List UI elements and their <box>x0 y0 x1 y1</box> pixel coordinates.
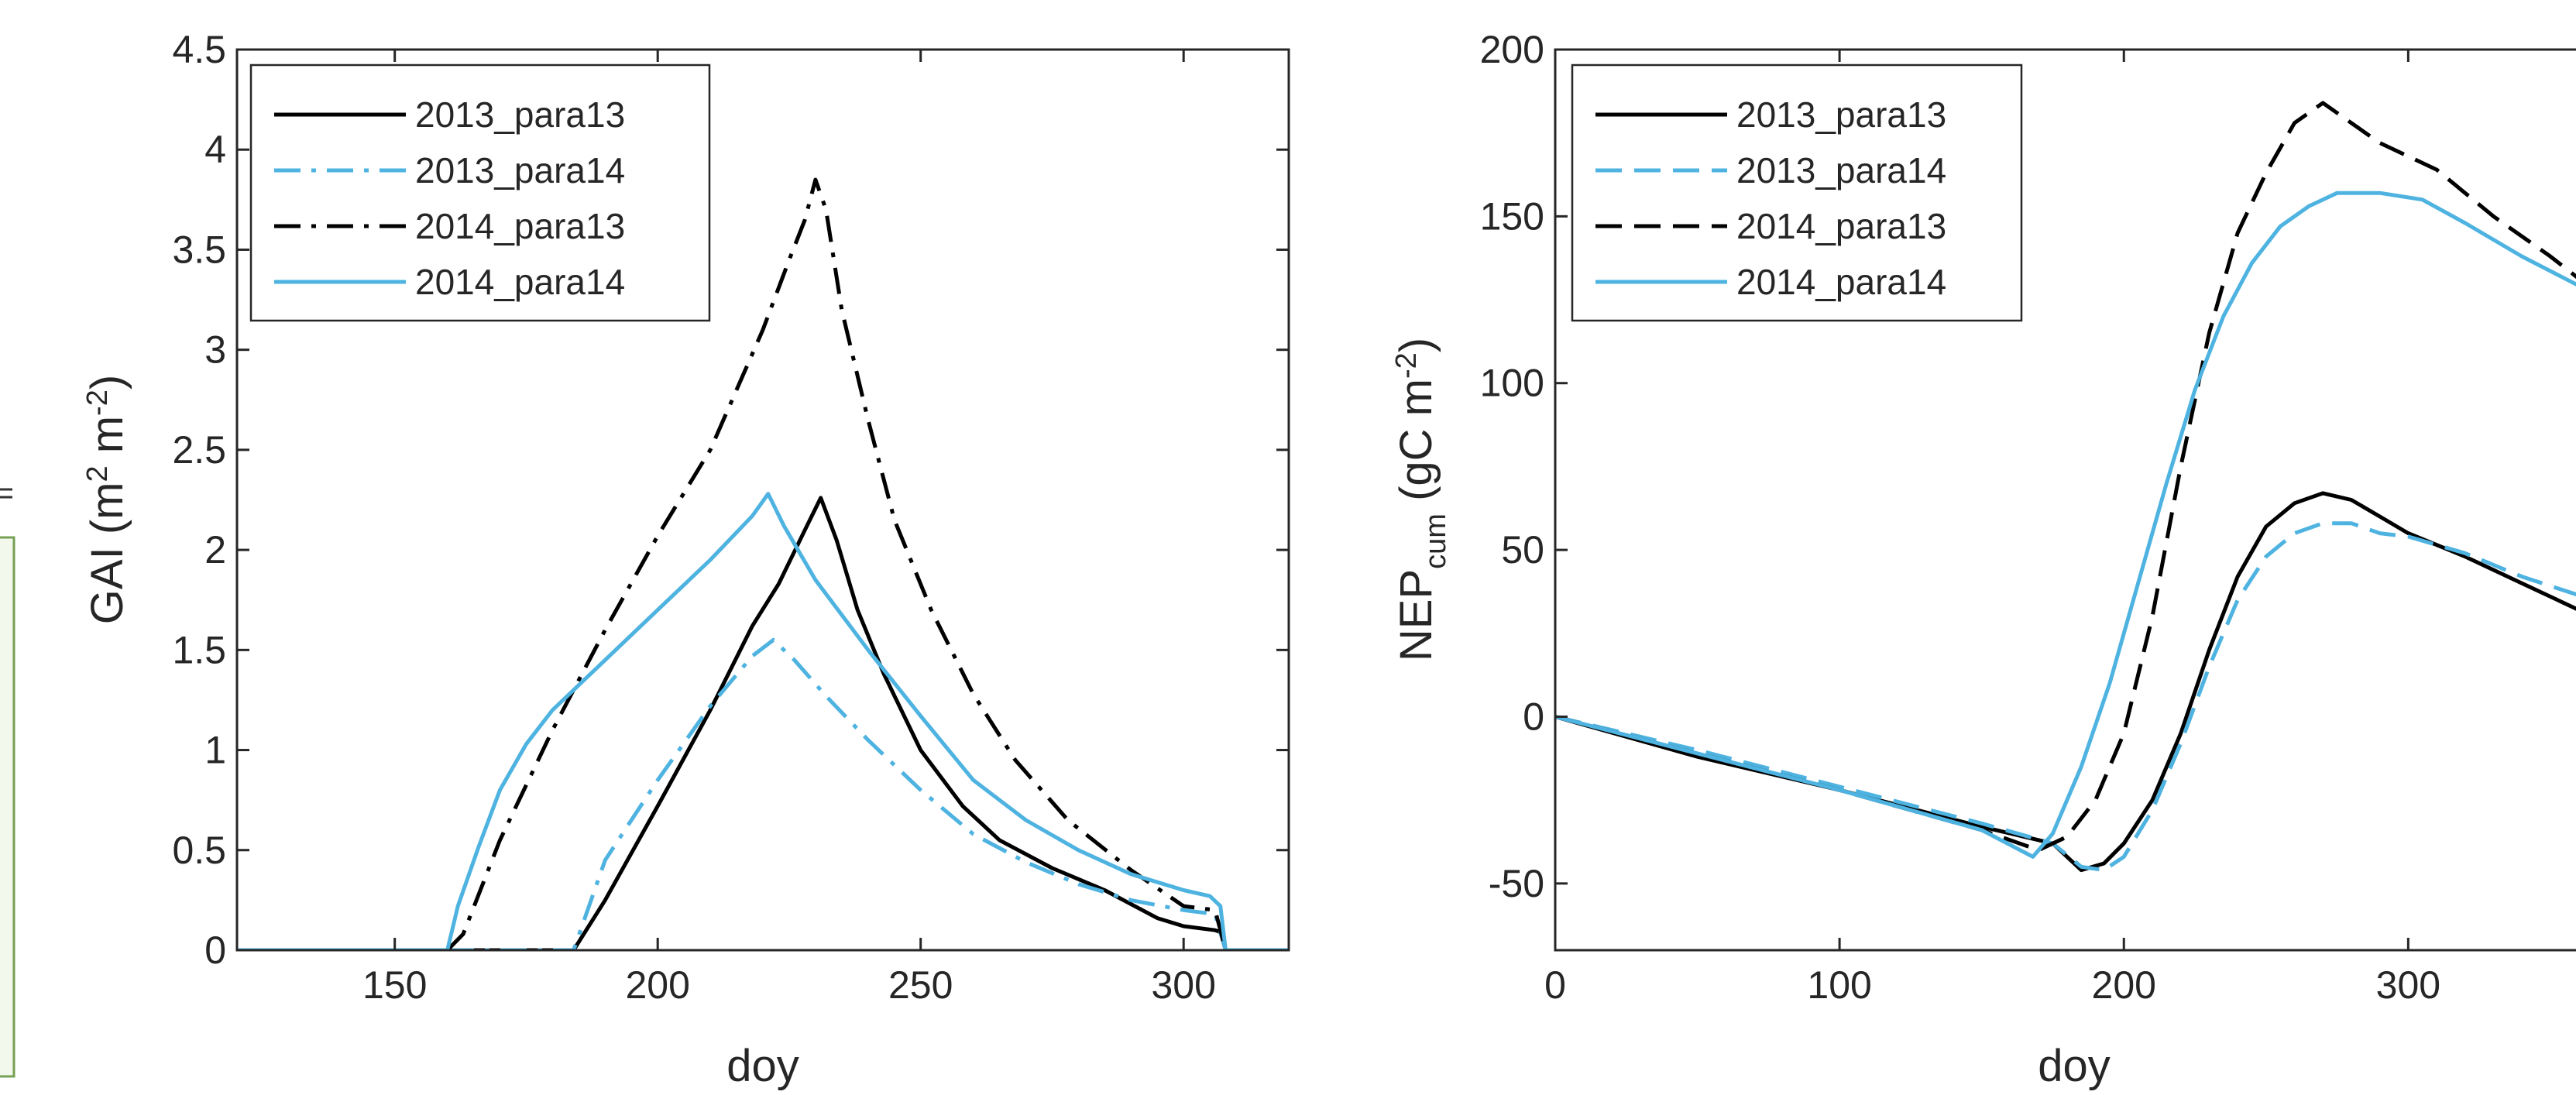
nep-y-tick-label: 150 <box>1480 194 1544 238</box>
gai-y-tick-label: 4.5 <box>172 28 226 71</box>
cropped-left-panel <box>0 536 15 1078</box>
nep-y-tick-label: 100 <box>1480 362 1544 405</box>
nep-x-tick-label: 200 <box>2092 963 2156 1007</box>
gai-legend-label: 2013_para13 <box>415 94 625 135</box>
gai-x-tick-label: 300 <box>1151 963 1215 1007</box>
gai-y-tick-label: 0.5 <box>172 829 226 872</box>
gai-x-ticks: 150 200 250 300 <box>362 50 1216 1007</box>
nep-chart: 0 100 200 300 -50 0 50 100 150 200 doy NEPcum (g… <box>1390 28 2576 1091</box>
nep-x-ticks: 0 100 200 300 <box>1544 50 2440 1007</box>
nep-x-tick-label: 300 <box>2376 963 2440 1007</box>
nep-series-line-2013_para13 <box>1555 491 2576 873</box>
gai-series-line-2013_para13 <box>237 496 1289 950</box>
gai-legend-label: 2014_para14 <box>415 262 625 302</box>
nep-legend-label: 2014_para14 <box>1736 262 1946 302</box>
gai-y-tick-label: 2 <box>204 528 226 572</box>
nep-legend-label: 2013_para13 <box>1736 94 1946 135</box>
nep-legend-entries: 2013_para13 2013_para14 2014_para13 2014_pa… <box>1595 94 1946 302</box>
gai-legend-entries: 2013_para13 2013_para14 2014_para13 2014_pa… <box>274 94 625 302</box>
gai-y-tick-label: 2.5 <box>172 428 226 472</box>
nep-x-tick-label: 100 <box>1807 963 1871 1007</box>
gai-legend: 2013_para13 2013_para14 2014_para13 2014_pa… <box>249 64 711 322</box>
nep-y-tick-label: 0 <box>1523 695 1544 738</box>
nep-x-axis-label: doy <box>2038 1041 2111 1091</box>
nep-y-tick-label: -50 <box>1489 862 1544 905</box>
nep-y-tick-label: 200 <box>1480 28 1544 71</box>
gai-y-ticks: 0 0.5 1 1.5 2 2.5 3 3.5 4 4.5 <box>172 28 1289 972</box>
gai-x-axis-label: doy <box>726 1041 799 1091</box>
nep-series-line-2013_para14 <box>1555 521 2576 873</box>
gai-legend-label: 2014_para13 <box>415 206 625 246</box>
gai-x-tick-label: 200 <box>625 963 689 1007</box>
nep-legend-box <box>1571 64 2023 322</box>
nep-legend: 2013_para13 2013_para14 2014_para13 2014_pa… <box>1571 64 2023 322</box>
nep-legend-label: 2013_para14 <box>1736 150 1946 191</box>
gai-x-tick-label: 150 <box>362 963 427 1007</box>
nep-x-tick-label: 0 <box>1544 963 1566 1007</box>
nep-series-lines <box>1555 101 2576 873</box>
nep-legend-label: 2014_para13 <box>1736 206 1946 246</box>
nep-series-line-2014_para13 <box>1555 101 2576 853</box>
gai-y-tick-label: 1.5 <box>172 628 226 671</box>
gai-y-tick-label: 1 <box>204 729 226 772</box>
gai-series-line-2014_para14 <box>237 492 1289 950</box>
nep-y-ticks: -50 0 50 100 150 200 <box>1480 28 1568 905</box>
gai-y-tick-label: 4 <box>204 128 226 171</box>
gai-y-tick-label: 0 <box>204 929 226 972</box>
gai-series-lines <box>237 177 1289 950</box>
nep-y-axis-label: NEPcum (gC m-2) <box>1390 338 1452 661</box>
gai-series-line-2013_para14 <box>237 637 1289 950</box>
gai-y-tick-label: 3 <box>204 328 226 372</box>
gai-plot-frame <box>235 48 1290 952</box>
nep-plot-frame <box>1554 48 2576 952</box>
nep-series-line-2014_para14 <box>1555 191 2576 859</box>
gai-x-tick-label: 250 <box>888 963 953 1007</box>
gai-legend-label: 2013_para14 <box>415 150 625 191</box>
gai-y-axis-label: GAI (m2 m-2) <box>81 375 132 624</box>
gai-chart: 150 200 250 300 0 0.5 1 1.5 2 2.5 3 3.5 4 4.5 doy GA… <box>81 28 1290 1091</box>
gai-series-line-2014_para13 <box>237 177 1289 950</box>
gai-legend-box <box>249 64 711 322</box>
nep-y-tick-label: 50 <box>1501 528 1544 572</box>
gai-y-tick-label: 3.5 <box>172 228 226 271</box>
